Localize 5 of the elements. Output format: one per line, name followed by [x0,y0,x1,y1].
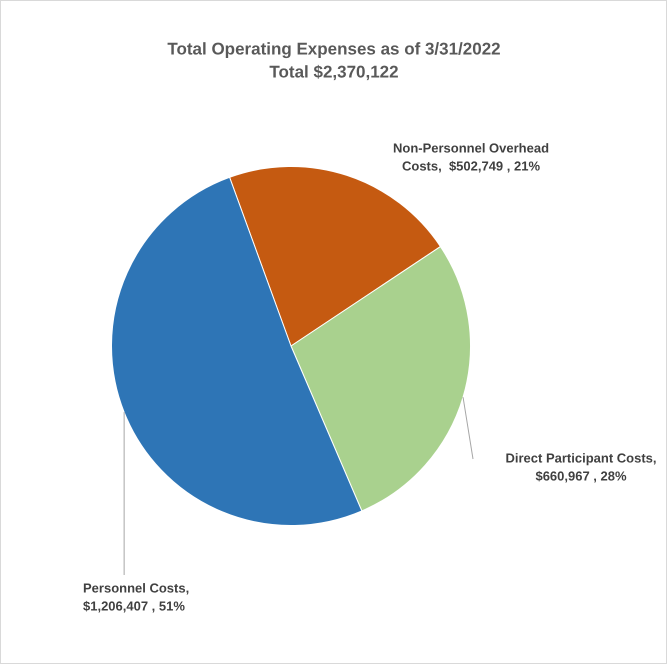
chart-subtitle: Total $2,370,122 [269,62,399,82]
slice-label: Direct Participant Costs, $660,967 , 28% [506,450,656,484]
slice-label: Non-Personnel Overhead Costs, $502,749 , 21% [392,140,550,174]
chart-title: Total Operating Expenses as of 3/31/2022 [167,40,501,59]
slice-label: Personnel Costs, $1,206,407 , 51% [83,580,190,614]
